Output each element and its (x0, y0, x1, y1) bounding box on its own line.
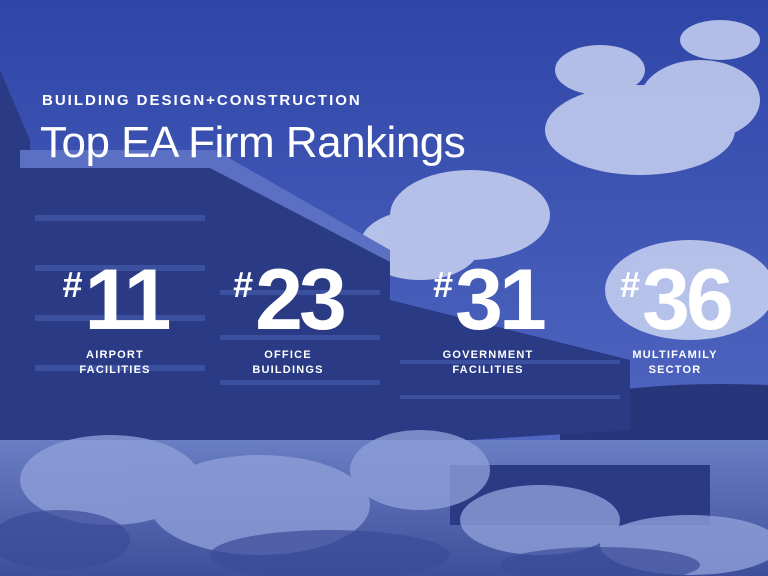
rank-value: 36 (642, 252, 734, 348)
rank-label: AIRPORT FACILITIES (25, 348, 205, 378)
ranking-airport: #11 AIRPORT FACILITIES (25, 256, 205, 378)
shrubs-dark (0, 510, 700, 576)
rank-label-line2: BUILDINGS (252, 364, 324, 376)
ranking-multifamily: #36 MULTIFAMILY SECTOR (585, 256, 765, 378)
rank-symbol: # (620, 264, 641, 305)
rank-number: #31 (433, 256, 547, 344)
rank-label-line1: MULTIFAMILY (632, 349, 718, 361)
rank-label-line1: AIRPORT (86, 349, 144, 361)
rank-label: GOVERNMENT FACILITIES (398, 348, 578, 378)
rank-value: 11 (84, 252, 172, 348)
rank-symbol: # (433, 264, 454, 305)
rank-symbol: # (62, 264, 83, 305)
building-windows (35, 215, 620, 399)
rank-label-line2: FACILITIES (452, 364, 524, 376)
rank-label-line1: GOVERNMENT (442, 349, 534, 361)
ranking-office: #23 OFFICE BUILDINGS (198, 256, 378, 378)
rank-label-line1: OFFICE (264, 349, 312, 361)
rank-number: #36 (620, 256, 734, 344)
rank-label: MULTIFAMILY SECTOR (585, 348, 765, 378)
roof-overhang (20, 150, 390, 262)
rank-value: 31 (455, 252, 547, 348)
ranking-government: #31 GOVERNMENT FACILITIES (398, 256, 578, 378)
rank-label: OFFICE BUILDINGS (198, 348, 378, 378)
clouds (360, 20, 768, 340)
rank-label-line2: FACILITIES (79, 364, 151, 376)
rank-label-line2: SECTOR (648, 364, 702, 376)
publication-name: BUILDING DESIGN+CONSTRUCTION (42, 92, 362, 109)
shrubs (20, 430, 768, 575)
rank-value: 23 (255, 252, 347, 348)
rank-number: #11 (62, 256, 172, 344)
rank-number: #23 (233, 256, 347, 344)
rank-symbol: # (233, 264, 254, 305)
page-title: Top EA Firm Rankings (40, 118, 466, 167)
